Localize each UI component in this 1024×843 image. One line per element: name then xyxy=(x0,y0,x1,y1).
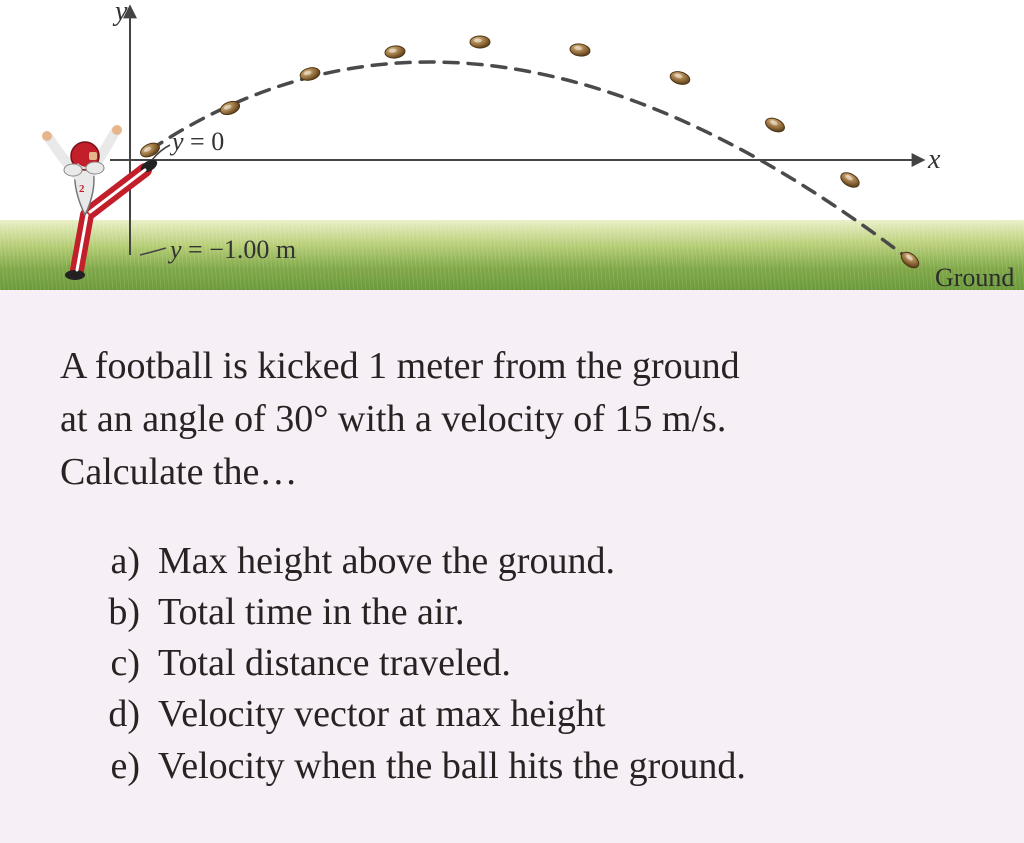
ground-label: Ground xyxy=(935,263,1014,292)
yneg-var: y xyxy=(167,235,182,264)
intro-line-1: A football is kicked 1 meter from the gr… xyxy=(60,340,964,393)
y-axis-label: y xyxy=(112,0,128,27)
question-intro: A football is kicked 1 meter from the gr… xyxy=(60,340,964,500)
intro-line-2: at an angle of 30° with a velocity of 15… xyxy=(60,393,964,446)
question-options: a) Max height above the ground. b) Total… xyxy=(60,536,964,792)
football-marker xyxy=(470,36,490,48)
kicker-illustration: 2 xyxy=(42,125,159,280)
option-e-letter: e) xyxy=(100,741,140,792)
trajectory-diagram: y x y = 0 y = −1.00 m Ground xyxy=(0,0,1024,300)
svg-text:2: 2 xyxy=(79,183,85,195)
option-d: d) Velocity vector at max height xyxy=(100,689,964,740)
option-c-letter: c) xyxy=(100,638,140,689)
option-e-text: Velocity when the ball hits the ground. xyxy=(158,741,746,792)
intro-line-3: Calculate the… xyxy=(60,446,964,499)
option-a-letter: a) xyxy=(100,536,140,587)
projectile-figure: y x y = 0 y = −1.00 m Ground xyxy=(0,0,1024,300)
yneg-annotation: y = −1.00 m xyxy=(140,235,296,264)
option-b-letter: b) xyxy=(100,587,140,638)
option-d-text: Velocity vector at max height xyxy=(158,689,605,740)
option-c-text: Total distance traveled. xyxy=(158,638,511,689)
football-marker xyxy=(669,69,692,86)
x-axis-label: x xyxy=(927,144,941,175)
option-c: c) Total distance traveled. xyxy=(100,638,964,689)
option-d-letter: d) xyxy=(100,689,140,740)
axes xyxy=(110,10,920,255)
football-marker xyxy=(763,115,786,134)
football-marker xyxy=(384,45,405,59)
question-block: A football is kicked 1 meter from the gr… xyxy=(0,300,1024,792)
football-marker xyxy=(838,170,861,190)
football-marker xyxy=(569,43,590,58)
option-e: e) Velocity when the ball hits the groun… xyxy=(100,741,964,792)
option-a: a) Max height above the ground. xyxy=(100,536,964,587)
option-b: b) Total time in the air. xyxy=(100,587,964,638)
option-a-text: Max height above the ground. xyxy=(158,536,615,587)
option-b-text: Total time in the air. xyxy=(158,587,465,638)
svg-text:y = −1.00 m: y = −1.00 m xyxy=(167,235,296,264)
